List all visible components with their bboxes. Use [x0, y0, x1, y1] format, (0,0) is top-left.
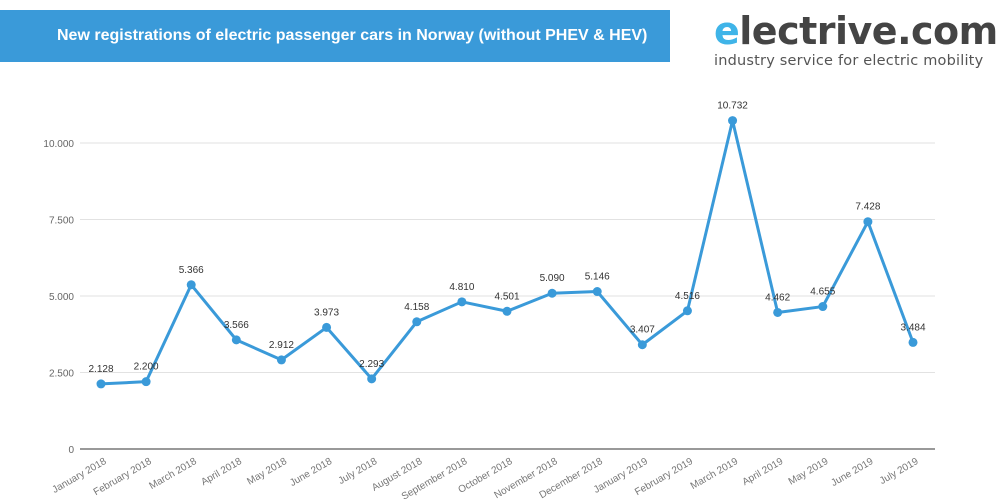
chart-title-banner: New registrations of electric passenger …: [0, 10, 670, 62]
data-label: 5.090: [540, 273, 565, 284]
y-tick-label: 2.500: [49, 369, 74, 380]
logo-tagline: industry service for electric mobility: [714, 53, 984, 69]
data-point: [728, 116, 738, 126]
data-point: [367, 374, 377, 384]
data-point: [547, 288, 557, 298]
data-point: [231, 335, 241, 345]
data-point: [637, 340, 647, 350]
data-label: 5.366: [179, 265, 204, 276]
data-label: 3.973: [314, 307, 339, 318]
data-point: [592, 287, 602, 297]
data-label: 2.912: [269, 340, 294, 351]
y-tick-label: 7.500: [49, 216, 74, 227]
data-label: 10.732: [717, 101, 748, 112]
data-point: [457, 297, 467, 307]
x-tick-label: June 2019: [829, 456, 875, 489]
series-line: [100, 119, 915, 386]
data-label: 4.516: [675, 291, 700, 302]
logo-text: lectrive.com: [739, 9, 998, 53]
x-tick-label: March 2018: [147, 456, 199, 492]
x-tick-label: April 2018: [199, 456, 244, 488]
data-point: [96, 379, 106, 389]
data-label: 5.146: [585, 272, 610, 283]
data-point: [773, 307, 783, 317]
x-tick-label: June 2018: [288, 456, 334, 489]
x-tick-label: May 2019: [787, 456, 831, 488]
x-tick-label: May 2018: [245, 456, 289, 488]
data-label: 2.293: [359, 359, 384, 370]
data-point: [186, 280, 196, 290]
logo-e: e: [714, 9, 740, 53]
data-label: 3.484: [900, 322, 925, 333]
y-tick-label: 5.000: [49, 292, 74, 303]
data-label: 2.128: [88, 364, 113, 375]
data-point: [412, 317, 422, 327]
data-point: [502, 306, 512, 316]
data-label: 4.501: [494, 291, 519, 302]
electrive-logo: electrive.com industry service for elect…: [714, 9, 998, 69]
data-point: [322, 322, 332, 332]
x-tick-label: July 2019: [878, 456, 921, 487]
data-label: 4.462: [765, 292, 790, 303]
data-label: 7.428: [855, 202, 880, 213]
data-point: [818, 302, 828, 312]
data-label: 3.407: [630, 325, 655, 336]
data-label: 4.810: [449, 282, 474, 293]
data-label: 4.655: [810, 287, 835, 298]
x-tick-label: March 2019: [689, 456, 741, 492]
data-point: [276, 355, 286, 365]
data-label: 3.566: [224, 320, 249, 331]
data-label: 2.200: [134, 362, 159, 373]
data-point: [863, 217, 873, 227]
data-point: [908, 337, 918, 347]
y-tick-label: 0: [68, 445, 74, 456]
data-point: [141, 377, 151, 387]
data-label: 4.158: [404, 302, 429, 313]
y-tick-label: 10.000: [43, 139, 74, 150]
data-point: [682, 306, 692, 316]
x-tick-label: April 2019: [741, 456, 786, 488]
